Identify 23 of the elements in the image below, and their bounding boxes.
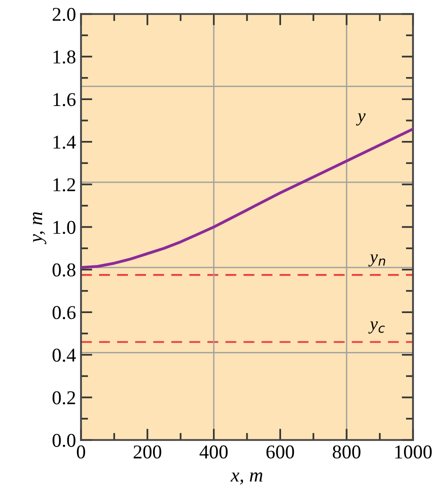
x-tick-label: 1000 [395, 445, 432, 459]
y-tick-label: 2.0 [52, 8, 76, 22]
line-series [81, 128, 413, 269]
y-tick-label: 0.2 [52, 391, 76, 404]
ref-line-label: y$_{c}$ [368, 321, 385, 334]
ref-line-label: y$_{n}$ [368, 254, 386, 266]
y-tick-label: 1.0 [54, 220, 76, 234]
y-tick-label: 0.4 [52, 348, 76, 362]
x-tick-label: 400 [200, 445, 228, 459]
y-tick-label: 1.4 [54, 136, 76, 149]
y-tick-label: 0.0 [52, 434, 76, 448]
y-tick-label: 1.2 [54, 178, 76, 192]
y-tick-label: 0.6 [52, 306, 76, 320]
x-tick-label: 200 [134, 445, 162, 459]
y-tick-label: 1.8 [54, 50, 76, 64]
x-tick-label: 600 [266, 445, 294, 459]
y-tick-label: 1.6 [54, 93, 76, 106]
y-axis-title: y, m [32, 212, 46, 244]
annotation: y [356, 113, 366, 126]
x-axis-title: x, m [230, 472, 262, 485]
x-tick-label: 0 [76, 445, 86, 459]
y-tick-label: 0.8 [52, 263, 76, 277]
x-tick-label: 800 [332, 445, 360, 459]
